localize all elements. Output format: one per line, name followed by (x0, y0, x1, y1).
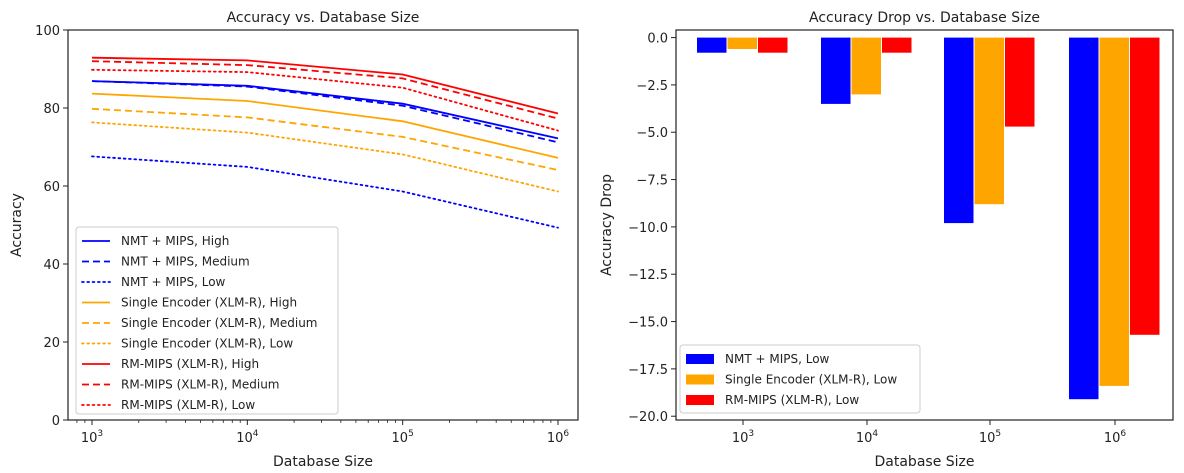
y-tick-label: 100 (35, 24, 60, 39)
accuracy-line-chart: 0 20 40 60 80 100 103 104 105 106 Accuracy vs. Dat… (9, 10, 579, 470)
legend-box (75, 226, 339, 415)
legend-box (679, 344, 921, 414)
legend-label-5: Single Encoder (XLM-R), Medium (121, 316, 317, 330)
y-axis-label: Accuracy (9, 193, 25, 257)
bar-2-3 (974, 37, 1004, 205)
plot-frame (675, 29, 1174, 421)
y-tick-label: 0.0 (647, 32, 668, 47)
y-tick-label: 40 (43, 258, 60, 273)
bar-1-1 (697, 37, 727, 53)
y-tick-label: 60 (43, 180, 60, 195)
series-line-6 (91, 121, 559, 193)
x-tick-label: 105 (392, 429, 414, 446)
bar-1-4 (1069, 37, 1099, 400)
bar-2-4 (1099, 37, 1129, 386)
y-tick-label: −7.5 (636, 174, 668, 189)
legend-label-2: NMT + MIPS, Medium (121, 255, 250, 269)
y-tick-label: −10.0 (628, 221, 668, 236)
bar-3-1 (758, 37, 788, 53)
y-tick-label: −17.5 (628, 363, 668, 378)
bar-3-2 (882, 37, 912, 53)
legend-label-7: RM-MIPS (XLM-R), High (121, 357, 259, 371)
legend-label-2: Single Encoder (XLM-R), Low (725, 373, 897, 387)
y-tick-label: −15.0 (628, 316, 668, 331)
y-tick-label: 0 (52, 414, 60, 429)
series-line-3 (91, 155, 559, 229)
legend-swatch-2 (686, 374, 714, 385)
x-axis-label: Database Size (875, 454, 975, 470)
x-axis-label: Database Size (273, 454, 373, 470)
bar-2-1 (727, 37, 757, 49)
x-tick-label: 104 (236, 429, 259, 446)
legend-label-9: RM-MIPS (XLM-R), Low (121, 398, 255, 412)
y-tick-label: −5.0 (636, 126, 668, 141)
y-tick-label: 20 (43, 336, 60, 351)
x-tick-label: 103 (732, 429, 754, 446)
series-line-9 (91, 68, 559, 132)
accuracy-drop-bar-chart: 0.0 −2.5 −5.0 −7.5 −10.0 −12.5 −15.0 −17.5 −20.0… (599, 10, 1174, 470)
legend-label-1: NMT + MIPS, High (121, 234, 229, 248)
y-tick-label: −20.0 (628, 410, 668, 425)
legend-label-4: Single Encoder (XLM-R), High (121, 296, 297, 310)
x-tick-label: 105 (979, 429, 1001, 446)
chart-title: Accuracy Drop vs. Database Size (809, 10, 1040, 26)
x-tick-label: 106 (547, 429, 570, 446)
plot-frame (67, 29, 579, 421)
chart-title: Accuracy vs. Database Size (227, 10, 420, 26)
series-line-1 (91, 80, 559, 140)
legend-label-8: RM-MIPS (XLM-R), Medium (121, 378, 279, 392)
series-line-4 (91, 92, 559, 159)
legend-swatch-3 (686, 395, 714, 405)
legend-label-6: Single Encoder (XLM-R), Low (121, 337, 293, 351)
series-line-5 (91, 107, 559, 171)
y-tick-label: −2.5 (636, 79, 668, 94)
bar-1-2 (821, 37, 851, 104)
series-line-7 (91, 56, 559, 115)
x-tick-label: 106 (1104, 429, 1127, 446)
y-tick-label: 80 (43, 102, 60, 117)
y-tick-label: −12.5 (628, 268, 668, 283)
y-axis-label: Accuracy Drop (599, 174, 615, 276)
series-line-2 (91, 80, 559, 144)
x-tick-label: 104 (856, 429, 879, 446)
legend-swatch-1 (686, 354, 714, 364)
legend-label-3: RM-MIPS (XLM-R), Low (725, 393, 859, 407)
x-tick-label: 103 (81, 429, 103, 446)
series-line-8 (91, 60, 559, 120)
bar-3-4 (1130, 37, 1160, 335)
bar-1-3 (944, 37, 974, 224)
bar-3-3 (1005, 37, 1035, 127)
bar-2-2 (851, 37, 881, 95)
legend-label-3: NMT + MIPS, Low (121, 275, 226, 289)
legend-label-1: NMT + MIPS, Low (725, 352, 830, 366)
